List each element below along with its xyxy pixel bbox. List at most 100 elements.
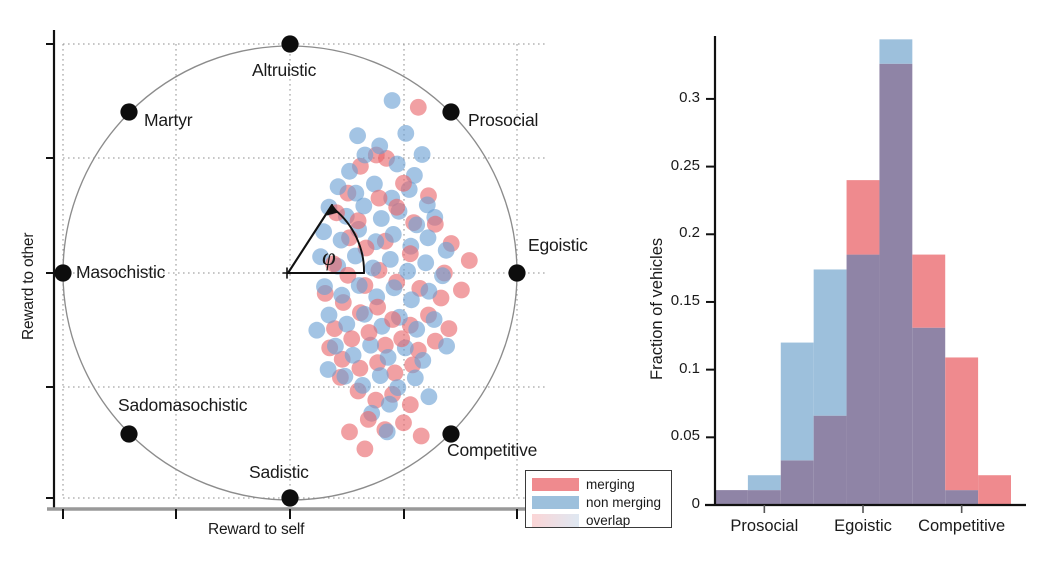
scatter-points-layer — [308, 92, 478, 458]
hist-ytick-label: 0.05 — [670, 427, 700, 445]
scatter-point — [379, 349, 397, 366]
scatter-point — [434, 267, 451, 285]
scatter-point — [383, 92, 401, 109]
hist-bar-merging — [945, 357, 979, 491]
hist-ytick-label: 0.3 — [679, 88, 700, 106]
hist-xtick-label: Competitive — [918, 517, 1006, 535]
hist-xtick-label: Prosocial — [730, 517, 799, 535]
legend-item-non-merging: non merging — [532, 494, 664, 510]
hist-bar-overlap — [715, 490, 748, 505]
scatter-point — [425, 311, 443, 328]
scatter-point — [401, 396, 419, 414]
hist-ytick-label: 0 — [691, 495, 700, 512]
scatter-point — [350, 277, 368, 294]
scatter-point — [343, 330, 361, 348]
hist-bar-non-merging — [747, 475, 781, 491]
scatter-point — [351, 359, 369, 377]
legend-swatch-overlap — [532, 513, 579, 527]
svo-histogram-panel — [705, 36, 1026, 513]
hist-bar-overlap — [747, 490, 781, 505]
ring-dot-sadistic — [281, 489, 299, 507]
hist-ytick-label: 0.1 — [679, 359, 700, 377]
scatter-point — [401, 245, 419, 263]
scatter-point — [371, 137, 389, 155]
hist-bar-merging — [978, 475, 1011, 505]
scatter-point — [395, 414, 412, 432]
scatter-point — [332, 231, 350, 249]
svo-ring-scatter-panel — [46, 30, 560, 519]
histogram-bars-layer — [715, 39, 1011, 505]
scatter-point — [381, 395, 398, 413]
scatter-point — [333, 286, 351, 304]
scatter-point — [315, 223, 332, 241]
scatter-point — [385, 279, 403, 297]
phi-symbol: φ — [322, 244, 336, 271]
scatter-point — [399, 262, 416, 280]
legend-item-overlap: overlap — [532, 512, 664, 528]
legend-label-overlap: overlap — [586, 512, 631, 528]
ring-label-egoistic: Egoistic — [528, 235, 588, 255]
scatter-point — [388, 155, 406, 173]
scatter-point — [356, 440, 374, 458]
scatter-point — [362, 336, 379, 354]
scatter-point — [355, 197, 373, 215]
scatter-point — [406, 369, 424, 387]
legend-swatch-non-merging — [532, 495, 579, 509]
hist-bar-non-merging — [879, 39, 913, 64]
hist-ytick-label: 0.25 — [670, 156, 700, 174]
scatter-point — [378, 423, 396, 441]
hist-bar-overlap — [780, 460, 814, 505]
scatter-point — [420, 282, 438, 300]
scatter-point — [349, 127, 366, 145]
hist-bar-overlap — [846, 254, 880, 505]
scatter-point — [403, 291, 420, 309]
hist-bar-overlap — [879, 63, 913, 505]
scatter-point — [440, 320, 458, 337]
scatter-point — [413, 146, 431, 163]
scatter-point — [344, 346, 362, 364]
scatter-point — [384, 226, 402, 243]
scatter-point — [308, 321, 326, 339]
scatter-point — [460, 252, 478, 269]
scatter-point — [369, 298, 386, 316]
hist-bar-non-merging — [780, 342, 814, 461]
axis-ticks — [46, 43, 518, 519]
y-axis-title: Reward to other — [20, 232, 37, 340]
scatter-point — [364, 259, 382, 277]
scatter-point — [354, 377, 371, 394]
scatter-point — [371, 367, 389, 384]
scatter-point — [347, 184, 365, 202]
scatter-point — [372, 210, 390, 227]
scatter-point — [349, 212, 367, 230]
scatter-point — [393, 330, 411, 348]
ring-dot-masochistic — [54, 264, 72, 282]
legend-label-merging: merging — [586, 476, 635, 492]
scatter-point — [408, 320, 426, 338]
scatter-point — [417, 254, 435, 272]
scatter-point — [319, 361, 337, 378]
ring-label-sadistic: Sadistic — [249, 462, 309, 482]
scatter-point — [338, 315, 356, 333]
scatter-point — [420, 388, 438, 406]
scatter-point — [409, 98, 427, 116]
ring-dot-prosocial — [442, 103, 460, 121]
scatter-point — [341, 423, 358, 441]
scatter-point — [327, 337, 344, 355]
scatter-point — [389, 379, 407, 396]
hist-ytick-label: 0.15 — [670, 291, 700, 309]
hist-bar-merging — [846, 180, 880, 255]
scatter-point — [336, 367, 354, 385]
scatter-point — [329, 178, 347, 196]
hist-bar-non-merging — [813, 269, 847, 416]
legend-item-merging: merging — [532, 476, 664, 492]
scatter-point — [316, 278, 333, 295]
scatter-point — [312, 248, 329, 266]
scatter-point — [360, 324, 378, 341]
histogram-y-ticks — [706, 97, 715, 506]
hist-bar-merging — [912, 254, 946, 328]
scatter-point — [320, 306, 338, 324]
scatter-point — [367, 391, 385, 409]
legend-label-non-merging: non merging — [586, 494, 662, 510]
scatter-point — [438, 337, 455, 355]
x-axis-title: Reward to self — [208, 521, 305, 538]
